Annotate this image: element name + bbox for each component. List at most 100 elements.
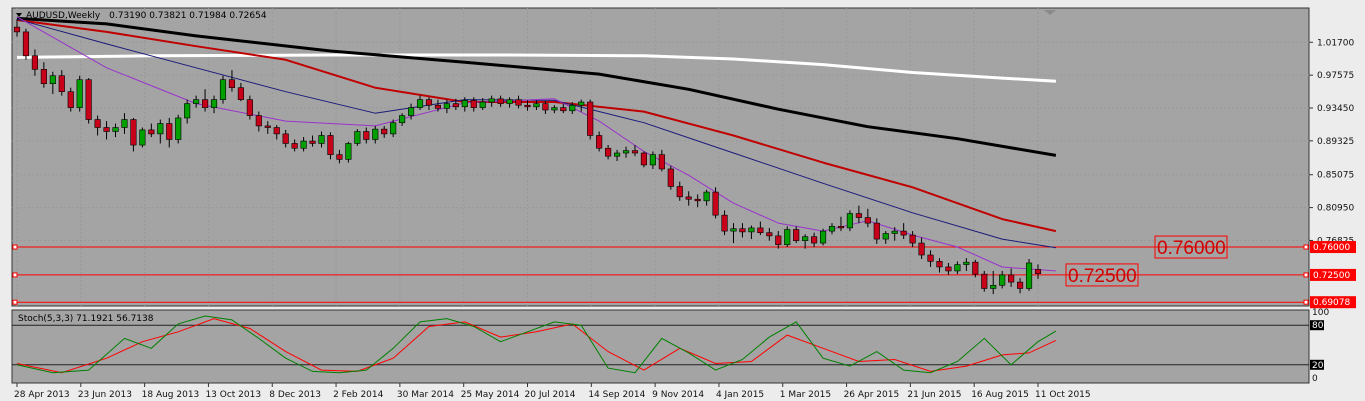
level-axis-tag-text: 0.76000 <box>1313 243 1350 253</box>
candle-body <box>497 98 504 104</box>
level-big-label-box[interactable] <box>1154 235 1228 259</box>
time-tick-label: 23 Jun 2013 <box>78 390 132 400</box>
candle-body <box>372 128 379 140</box>
candle-body <box>578 101 585 106</box>
symbol-title: AUDUSD,Weekly <box>26 11 101 21</box>
level-handle-left[interactable] <box>12 272 18 278</box>
candle-body <box>407 107 415 116</box>
stoch-tick-box <box>1310 359 1324 370</box>
candle-body <box>739 228 746 233</box>
horizontal-levels[interactable] <box>12 244 1309 305</box>
level-axis-tag <box>1310 268 1356 281</box>
level-handle-right[interactable] <box>1303 244 1309 250</box>
stoch-tick-label: 0 <box>1312 374 1318 384</box>
moving-average-line <box>16 18 1056 249</box>
candle-body <box>649 154 656 166</box>
shift-marker-icon[interactable] <box>1044 10 1056 15</box>
candle-body <box>345 143 352 160</box>
candle-body <box>130 119 137 146</box>
candle-body <box>237 87 244 100</box>
candle-body <box>506 99 513 104</box>
time-tick-label: 21 Jun 2015 <box>907 390 961 400</box>
candle-body <box>184 103 191 119</box>
candle-body <box>873 222 880 240</box>
candle-body <box>103 127 110 132</box>
symbol-header: AUDUSD,Weekly 0.73190 0.73821 0.71984 0.… <box>26 11 267 21</box>
candle-body <box>963 261 970 265</box>
level-handle-right[interactable] <box>1303 299 1309 305</box>
candle-body <box>488 98 495 103</box>
time-tick-label: 8 Dec 2013 <box>269 390 321 400</box>
candle-body <box>399 115 406 124</box>
candle-body <box>703 191 710 202</box>
candle-body <box>560 107 567 112</box>
candle-body <box>255 115 262 127</box>
candle-body <box>918 242 925 256</box>
candle-body <box>175 117 182 140</box>
candle-body <box>936 261 943 268</box>
candle-body <box>40 69 47 84</box>
stoch-signal-line <box>16 318 1057 374</box>
candle-body <box>336 154 343 160</box>
stoch-label: Stoch(5,3,3) 71.1921 56.7138 <box>18 314 154 324</box>
level-big-labels[interactable]: 0.76000 0.72500 <box>1065 235 1228 287</box>
candle-body <box>900 230 907 236</box>
candle-body <box>139 129 146 146</box>
candle-body <box>416 99 424 108</box>
level-axis-tag-text: 0.69078 <box>1313 298 1350 308</box>
level-big-label-box[interactable] <box>1065 263 1139 287</box>
moving-averages <box>16 16 1057 272</box>
candle-body <box>202 99 209 108</box>
time-tick-label: 16 Aug 2015 <box>971 390 1029 400</box>
candle-body <box>793 229 800 241</box>
candle-body <box>819 230 827 244</box>
candle-body <box>676 186 683 198</box>
candle-body <box>1034 269 1042 274</box>
moving-average-line <box>16 16 1056 272</box>
level-handle-left[interactable] <box>12 244 18 250</box>
stoch-tick-label: 20 <box>1312 361 1324 371</box>
candle-body <box>461 100 468 108</box>
candle-body <box>112 127 119 132</box>
candle-body <box>694 198 701 202</box>
price-axis: 1.01700 0.97575 0.93450 0.89325 0.85075 0.809… <box>1309 38 1354 246</box>
candle-body <box>434 104 442 109</box>
candle-body <box>945 266 952 272</box>
level-big-label[interactable]: 0.76000 <box>1157 238 1226 259</box>
candle-body <box>927 254 934 262</box>
symbol-dropdown-icon[interactable] <box>16 13 22 17</box>
candle-body <box>730 228 737 232</box>
time-tick-label: 1 Mar 2015 <box>780 390 831 400</box>
candle-body <box>784 229 791 245</box>
price-tick-label: 0.80950 <box>1317 204 1354 214</box>
price-tick-label: 0.97575 <box>1317 71 1354 81</box>
stoch-levels <box>12 324 1309 366</box>
stoch-tick-box <box>1310 320 1324 331</box>
candle-body <box>515 99 522 106</box>
time-tick-label: 9 Nov 2014 <box>652 390 704 400</box>
level-axis-tag-text: 0.72500 <box>1313 271 1350 281</box>
level-big-label[interactable]: 0.72500 <box>1068 266 1137 287</box>
candle-body <box>318 135 325 144</box>
candle-body <box>864 217 871 224</box>
candle-body <box>909 234 916 244</box>
moving-average-line <box>16 53 1056 83</box>
candle-body <box>999 274 1006 286</box>
candle-body <box>210 99 218 108</box>
stoch-main-line <box>16 315 1057 374</box>
candle-body <box>443 103 450 109</box>
candle-body <box>569 104 576 112</box>
stoch-lines <box>16 315 1057 374</box>
candle-body <box>479 101 486 108</box>
candle-body <box>605 147 612 157</box>
candle-body <box>775 235 782 245</box>
time-tick-label: 28 Apr 2013 <box>14 390 70 400</box>
level-handle-right[interactable] <box>1303 272 1309 278</box>
candle-body <box>596 135 603 149</box>
candle-body <box>855 213 862 218</box>
level-handle-left[interactable] <box>12 299 18 305</box>
candle-body <box>264 125 271 128</box>
candle-body <box>121 119 128 128</box>
candle-body <box>363 131 370 140</box>
candle-body <box>49 75 56 84</box>
